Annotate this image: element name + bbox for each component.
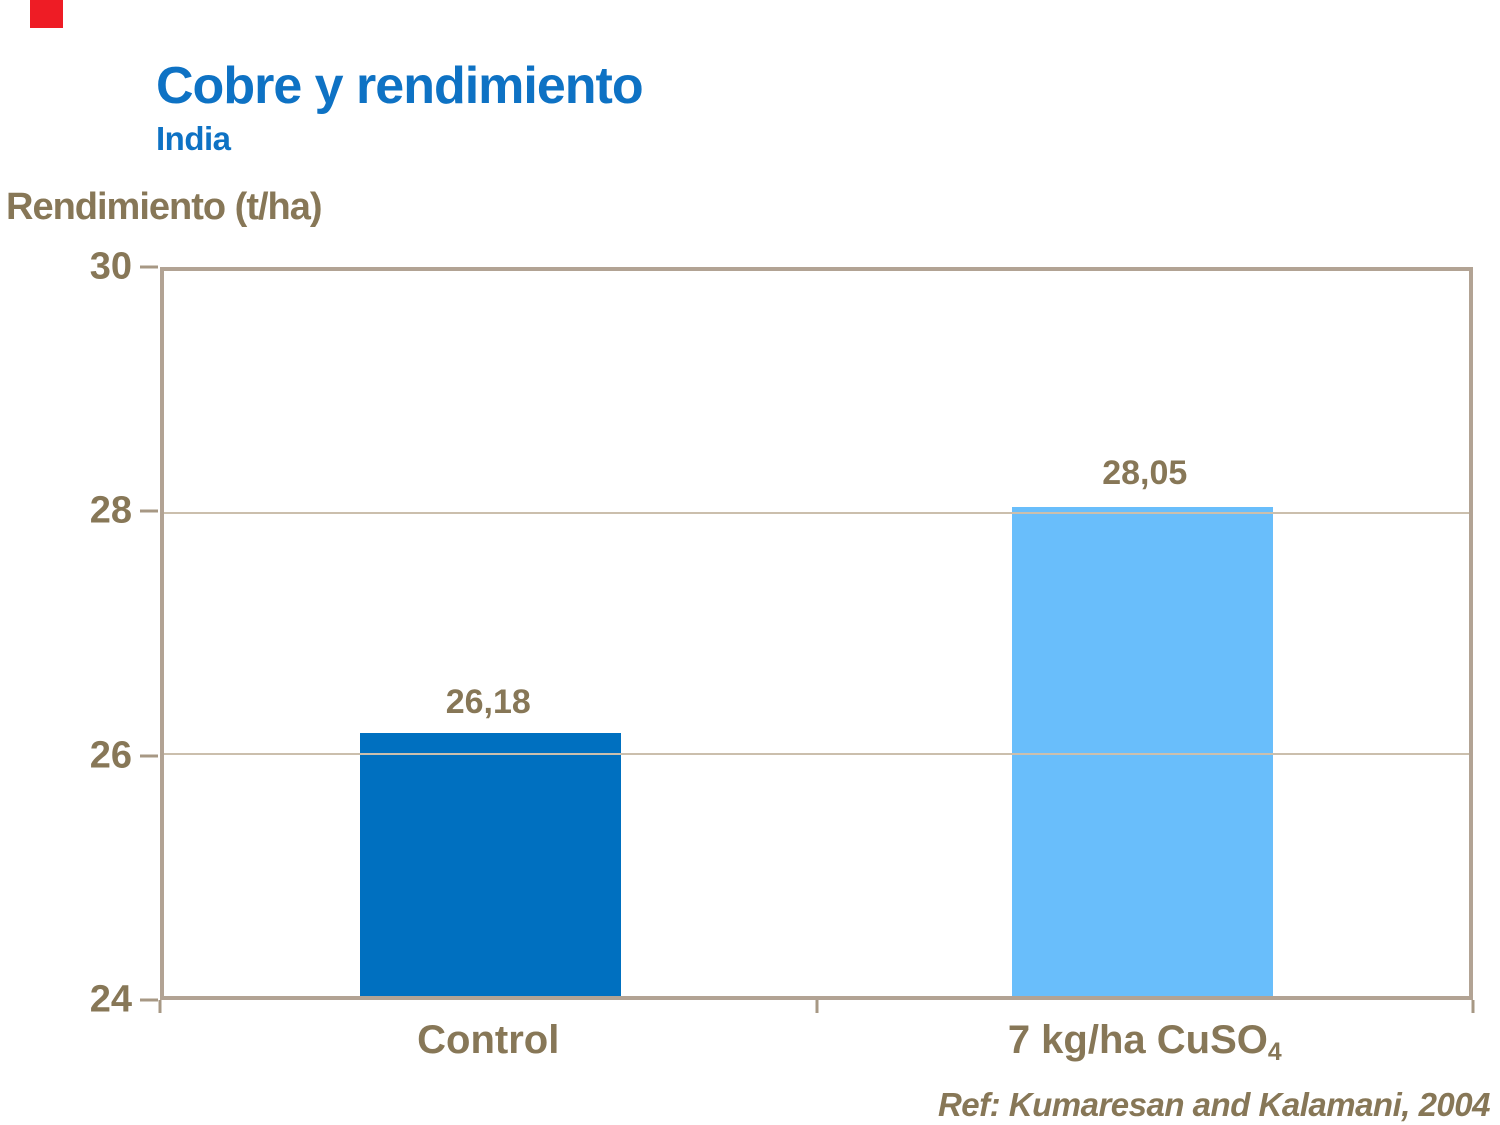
- y-tick-mark-30: [140, 265, 158, 269]
- y-tick-label-26: 26: [89, 734, 132, 777]
- chart-header: Cobre y rendimiento India: [156, 57, 644, 158]
- category-label-subscript: 4: [1267, 1038, 1282, 1066]
- y-tick-mark-24: [140, 998, 158, 1002]
- category-label-control: Control: [417, 1018, 559, 1063]
- category-label-cuso4: 7 kg/ha CuSO4: [1007, 1018, 1282, 1066]
- chart-title: Cobre y rendimiento: [156, 57, 644, 115]
- category-label-text: Control: [417, 1018, 560, 1062]
- y-axis-title: Rendimiento (t/ha): [6, 186, 323, 228]
- x-tick-mark-0: [158, 1000, 162, 1013]
- y-tick-label-24: 24: [89, 978, 132, 1021]
- y-tick-label-30: 30: [89, 245, 132, 288]
- slide-accent-mark: [30, 0, 63, 28]
- category-label-text: 7 kg/ha CuSO: [1007, 1018, 1268, 1062]
- gridline-26: [164, 753, 1469, 756]
- x-tick-mark-50: [815, 1000, 818, 1013]
- plot-area: [160, 267, 1473, 1000]
- y-tick-label-28: 28: [89, 489, 132, 532]
- bar-control: [359, 732, 621, 996]
- reference-citation: Ref: Kumaresan and Kalamani, 2004: [937, 1086, 1491, 1123]
- x-tick-mark-100: [1471, 1000, 1475, 1013]
- bar-cuso4: [1012, 506, 1274, 996]
- gridline-28: [164, 511, 1469, 514]
- y-tick-mark-28: [140, 509, 158, 513]
- y-tick-mark-26: [140, 754, 158, 758]
- chart-subtitle: India: [156, 120, 231, 158]
